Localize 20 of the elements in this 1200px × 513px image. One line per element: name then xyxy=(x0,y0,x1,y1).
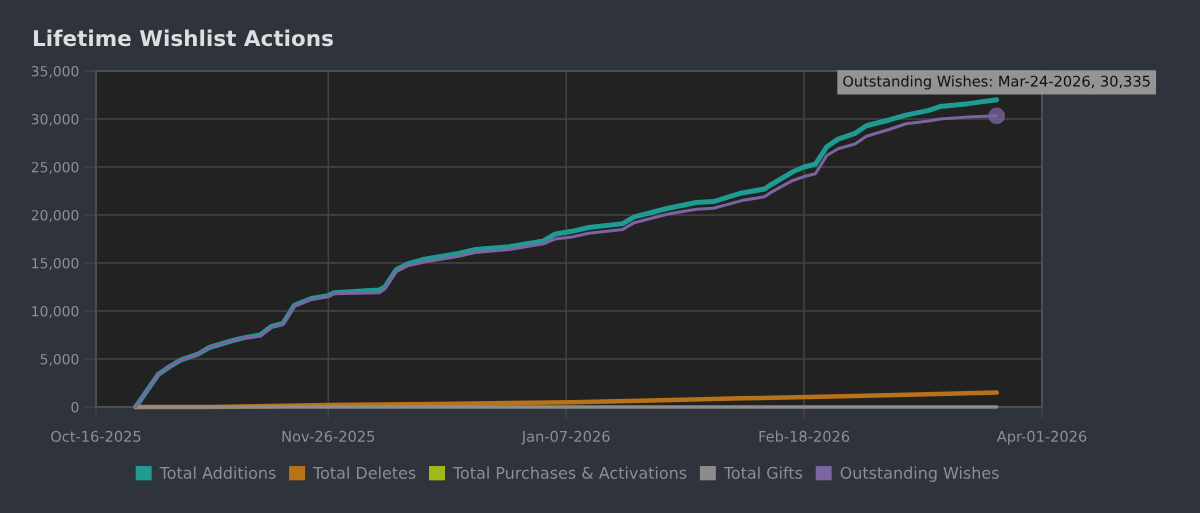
y-tick-label: 30,000 xyxy=(31,113,79,126)
x-tick-label: Jan-07-2026 xyxy=(521,430,610,445)
legend-label: Outstanding Wishes xyxy=(840,466,999,482)
x-tick-label: Apr-01-2026 xyxy=(996,430,1087,445)
x-tick-label: Feb-18-2026 xyxy=(759,430,850,442)
legend-label: Total Purchases & Activations xyxy=(452,466,687,479)
chart-title: Lifetime Wishlist Actions xyxy=(33,29,333,47)
legend-label: Total Additions xyxy=(159,466,276,479)
y-tick-label: 5,000 xyxy=(40,353,79,366)
x-tick-label: Nov-26-2025 xyxy=(282,430,375,442)
annotation: Outstanding Wishes: Mar-24-2026, 30,335 xyxy=(843,75,1150,90)
y-tick-label: 20,000 xyxy=(31,209,79,222)
y-tick-label: 25,000 xyxy=(31,161,79,174)
x-tick-label: Oct-16-2025 xyxy=(51,430,141,442)
y-tick-label: 0 xyxy=(71,401,79,413)
y-tick-label: 10,000 xyxy=(32,305,79,318)
legend-label: Total Deletes xyxy=(313,466,416,479)
y-tick-label: 35,000 xyxy=(31,65,79,78)
legend-label: Total Gifts xyxy=(723,466,803,479)
y-tick-label: 15,000 xyxy=(32,257,79,270)
